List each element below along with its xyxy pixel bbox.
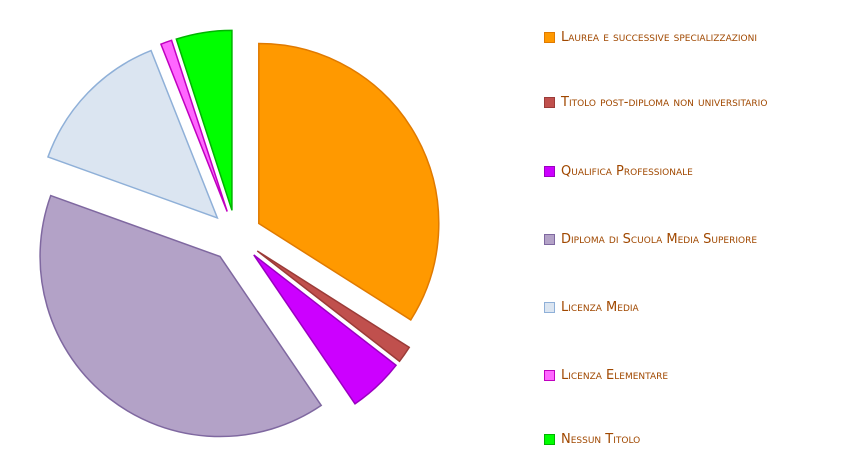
legend-item: Licenza Media [544,297,639,319]
pie-slice [39,194,323,438]
legend-swatch [544,32,555,43]
legend-label: Diploma di Scuola Media Superiore [561,232,758,247]
pie-slice [256,250,411,363]
legend-item: Licenza Elementare [544,365,668,387]
legend-label: Nessun Titolo [561,432,641,447]
legend-swatch [544,234,555,245]
legend-swatch [544,97,555,108]
legend-swatch [544,370,555,381]
legend-item: Qualifica Professionale [544,161,693,183]
legend-label: Licenza Media [561,300,639,315]
pie-slice [253,254,398,405]
pie-slice [258,42,440,321]
legend-item: Diploma di Scuola Media Superiore [544,229,757,251]
legend-item: Laurea e successive specializzazioni [544,27,757,49]
legend-label: Qualifica Professionale [561,164,693,179]
legend-label: Laurea e successive specializzazioni [561,30,758,45]
legend-label: Titolo post-diploma non universitario [561,95,768,110]
legend: Laurea e successive specializzazioni Tito… [544,0,858,454]
legend-swatch [544,434,555,445]
legend-item: Nessun Titolo [544,429,640,451]
pie-chart [39,29,440,438]
pie-slice [47,49,219,220]
legend-swatch [544,302,555,313]
legend-label: Licenza Elementare [561,368,669,383]
legend-item: Titolo post-diploma non universitario [544,92,767,114]
pie-slice [159,39,228,212]
pie-slice [175,29,233,211]
legend-swatch [544,166,555,177]
